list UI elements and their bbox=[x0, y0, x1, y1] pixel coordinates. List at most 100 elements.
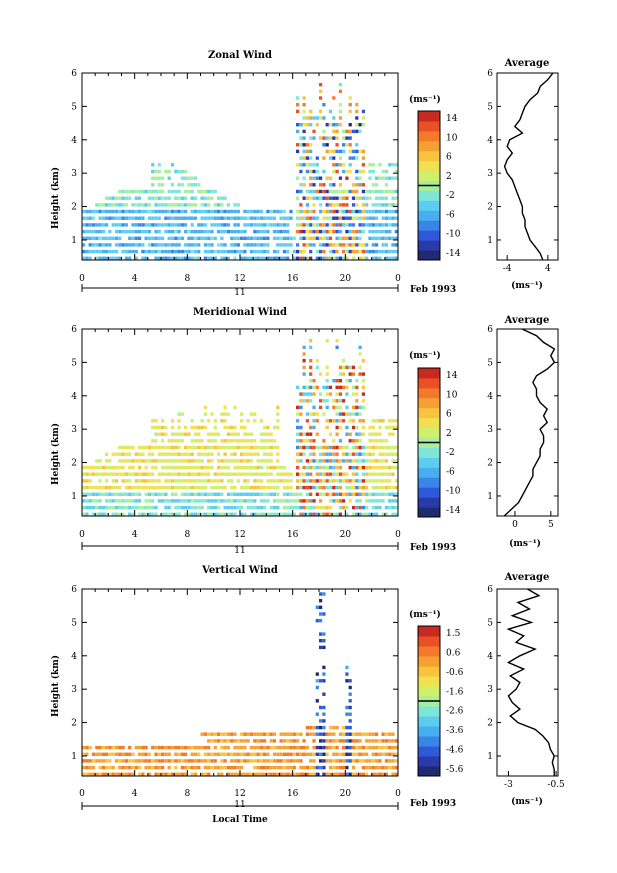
heatmap-cell bbox=[91, 772, 96, 776]
heatmap-cell bbox=[384, 759, 388, 763]
heatmap-cell bbox=[355, 209, 359, 214]
heatmap-cell bbox=[256, 216, 260, 220]
heatmap-cell bbox=[332, 149, 336, 154]
heatmap-cell bbox=[243, 479, 247, 483]
heatmap-cell bbox=[170, 189, 175, 194]
heatmap-cell bbox=[371, 243, 375, 247]
heatmap-cell bbox=[322, 705, 326, 710]
heatmap-cell bbox=[345, 236, 349, 240]
heatmap-cell bbox=[361, 759, 365, 763]
heatmap-cell bbox=[384, 256, 388, 260]
heatmap-cell bbox=[141, 209, 145, 214]
heatmap-cell bbox=[226, 249, 230, 254]
heatmap-cell bbox=[85, 216, 89, 220]
colorbar-tick-label: 1.5 bbox=[446, 629, 461, 639]
heatmap-cell bbox=[332, 445, 336, 450]
heatmap-cell bbox=[253, 745, 257, 750]
heatmap-cell bbox=[177, 439, 181, 443]
heatmap-cell bbox=[161, 183, 165, 187]
colorbar-swatch bbox=[418, 397, 440, 409]
heatmap-cell bbox=[114, 216, 119, 220]
heatmap-cell bbox=[322, 256, 326, 260]
heatmap-cell bbox=[338, 499, 342, 503]
heatmap-cell bbox=[325, 459, 329, 463]
heatmap-cell bbox=[368, 196, 372, 200]
heatmap-cell bbox=[282, 479, 286, 483]
heatmap-cell bbox=[111, 452, 115, 456]
heatmap-cell bbox=[394, 419, 398, 423]
vertical-wind-date-bar: 11 Feb 1993 bbox=[81, 799, 456, 810]
heatmap-cell bbox=[141, 472, 145, 476]
heatmap-cell bbox=[358, 479, 362, 483]
colorbar-tick-label: -4.6 bbox=[446, 746, 464, 756]
heatmap-cell bbox=[85, 505, 89, 510]
heatmap-cell bbox=[164, 752, 168, 756]
heatmap-cell bbox=[348, 136, 352, 140]
heatmap-cell bbox=[197, 745, 201, 750]
heatmap-cell bbox=[161, 459, 165, 463]
heatmap-cell bbox=[338, 445, 342, 450]
heatmap-cell bbox=[272, 732, 277, 736]
heatmap-cell bbox=[249, 216, 254, 220]
heatmap-cell bbox=[98, 472, 102, 476]
heatmap-cell bbox=[203, 196, 207, 200]
heatmap-cell bbox=[312, 129, 316, 134]
heatmap-cell bbox=[177, 759, 181, 763]
heatmap-cell bbox=[371, 732, 375, 736]
heatmap-cell bbox=[144, 492, 148, 496]
heatmap-cell bbox=[296, 129, 300, 134]
heatmap-cell bbox=[358, 183, 362, 187]
heatmap-cell bbox=[141, 249, 145, 254]
heatmap-cell bbox=[197, 236, 201, 240]
heatmap-cell bbox=[230, 479, 234, 483]
heatmap-cell bbox=[226, 223, 230, 227]
colorbar-tick-label: 14 bbox=[446, 371, 458, 381]
heatmap-cell bbox=[394, 512, 398, 516]
heatmap-cell bbox=[164, 745, 168, 750]
heatmap-cell bbox=[253, 485, 257, 490]
heatmap-cell bbox=[345, 229, 349, 234]
heatmap-cell bbox=[200, 425, 204, 430]
colorbar-swatch bbox=[418, 756, 440, 767]
heatmap-cell bbox=[315, 465, 319, 470]
heatmap-cell bbox=[105, 196, 109, 200]
heatmap-cell bbox=[161, 249, 165, 254]
heatmap-cell bbox=[154, 505, 158, 510]
heatmap-cell bbox=[111, 492, 115, 496]
heatmap-cell bbox=[193, 479, 198, 483]
heatmap-cell bbox=[236, 459, 240, 463]
heatmap-cell bbox=[121, 196, 125, 200]
heatmap-cell bbox=[210, 759, 214, 763]
heatmap-cell bbox=[177, 459, 181, 463]
heatmap-cell bbox=[358, 149, 362, 154]
heatmap-cell bbox=[368, 216, 372, 220]
heatmap-cell bbox=[263, 772, 267, 776]
heatmap-cell bbox=[177, 419, 181, 423]
heatmap-cell bbox=[213, 485, 217, 490]
heatmap-cell bbox=[207, 243, 211, 247]
colorbar-swatch bbox=[418, 140, 440, 152]
heatmap-cell bbox=[338, 485, 342, 490]
heatmap-cell bbox=[190, 485, 194, 490]
heatmap-cell bbox=[157, 229, 161, 234]
heatmap-cell bbox=[203, 405, 207, 410]
heatmap-cell bbox=[177, 505, 181, 510]
colorbar-swatch bbox=[418, 427, 440, 439]
heatmap-cell bbox=[358, 419, 362, 423]
heatmap-cell bbox=[207, 512, 211, 516]
heatmap-cell bbox=[371, 223, 375, 227]
meridional-wind-date-bar: 11 Feb 1993 bbox=[81, 542, 456, 556]
heatmap-cell bbox=[240, 229, 244, 234]
heatmap-cell bbox=[161, 209, 165, 214]
heatmap-cell bbox=[105, 479, 109, 483]
heatmap-cell bbox=[233, 765, 237, 770]
heatmap-cell bbox=[121, 752, 125, 756]
heatmap-cell bbox=[319, 136, 323, 140]
heatmap-cell bbox=[282, 209, 286, 214]
heatmap-cell bbox=[351, 485, 356, 490]
heatmap-cell bbox=[338, 189, 342, 194]
heatmap-cell bbox=[203, 209, 207, 214]
heatmap-cell bbox=[134, 492, 138, 496]
heatmap-cell bbox=[371, 452, 375, 456]
heatmap-cell bbox=[319, 725, 323, 730]
